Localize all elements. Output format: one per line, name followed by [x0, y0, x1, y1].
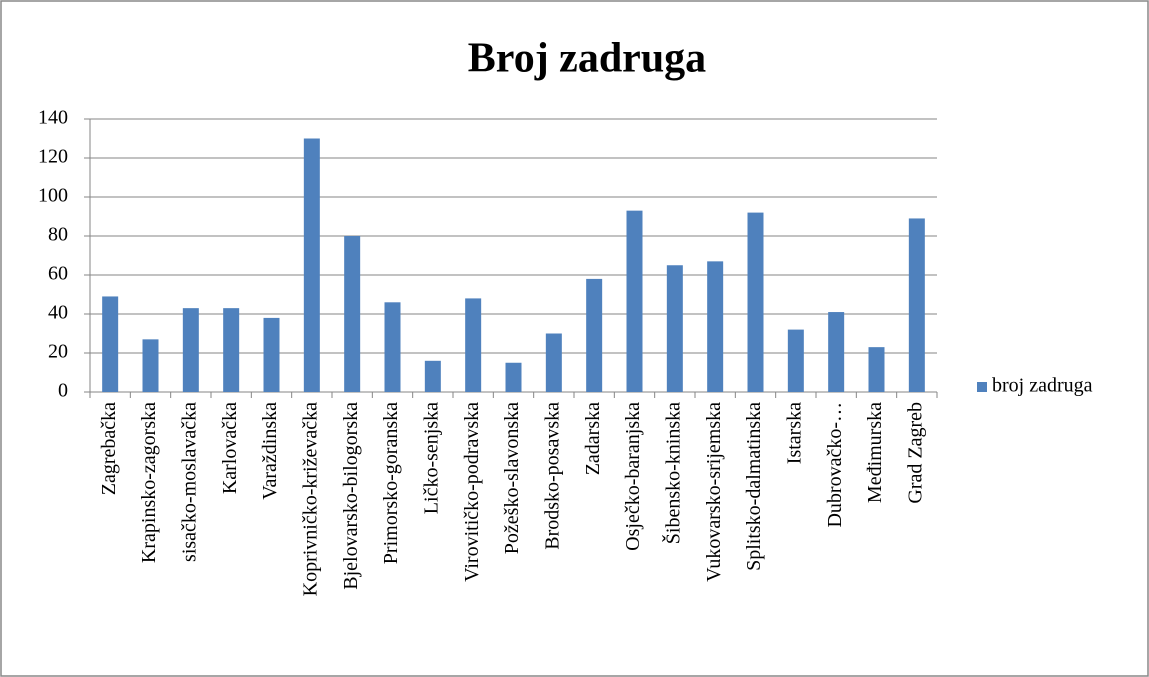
y-tick-label: 80: [48, 224, 68, 246]
bar: [182, 308, 199, 392]
legend-swatch: [977, 382, 987, 392]
bar: [828, 312, 845, 392]
y-tick-label: 100: [38, 185, 68, 207]
bar: [545, 333, 562, 392]
bar: [142, 339, 159, 392]
y-tick-label: 120: [38, 146, 68, 168]
bar: [707, 261, 724, 392]
bar: [223, 308, 240, 392]
y-tick-label: 20: [48, 341, 68, 363]
y-tick-label: 40: [48, 302, 68, 324]
x-tick-label: Grad Zagreb: [904, 402, 926, 504]
y-tick-label: 60: [48, 263, 68, 285]
y-tick-label: 0: [58, 380, 68, 402]
bar: [102, 296, 119, 392]
x-tick-label: Virovitičko-podravska: [461, 402, 483, 582]
x-tick-label: Splitsko-dalmatinska: [743, 402, 765, 571]
x-tick-label: Brodsko-posavska: [541, 402, 563, 550]
bar: [505, 362, 522, 392]
x-tick-label: Ličko-senjska: [420, 402, 442, 514]
x-tick-label: Krapinsko-zagorska: [138, 402, 160, 563]
x-tick-label: Primorsko-goranska: [380, 402, 402, 564]
x-tick-label: Zadarska: [582, 402, 604, 475]
y-tick-label: 140: [38, 107, 68, 129]
bar: [344, 236, 361, 392]
x-tick-label: Osječko-baranjska: [622, 402, 644, 551]
x-tick-label: Istarska: [783, 402, 805, 464]
x-tick-label: Zagrebačka: [98, 402, 120, 495]
x-tick-label: Bjelovarsko-bilogorska: [340, 402, 362, 590]
x-tick-label: Dubrovačko-…: [824, 402, 846, 528]
bar: [465, 298, 482, 392]
x-tick-label: Šibensko-kninska: [660, 402, 684, 544]
x-tick-label: sisačko-moslavačka: [178, 402, 200, 562]
x-tick-label: Karlovačka: [219, 402, 241, 494]
bar: [424, 360, 441, 392]
bar: [626, 210, 643, 392]
bar: [908, 218, 925, 392]
bar: [263, 317, 280, 392]
bar: [787, 329, 804, 392]
bar: [303, 138, 320, 392]
bar: [384, 302, 401, 392]
x-tick-label: Vukovarsko-srijemska: [703, 402, 725, 582]
legend-label: broj zadruga: [992, 375, 1093, 397]
x-tick-label: Požeško-slavonska: [501, 402, 523, 554]
x-tick-label: Koprivničko-križevačka: [299, 402, 321, 596]
bar: [666, 265, 683, 392]
bar: [747, 212, 764, 392]
x-tick-label: Međimurska: [864, 402, 886, 503]
chart-title: Broj zadruga: [468, 36, 706, 82]
x-tick-label: Varaždinska: [259, 402, 281, 500]
bar: [868, 347, 885, 392]
bar: [586, 278, 603, 392]
